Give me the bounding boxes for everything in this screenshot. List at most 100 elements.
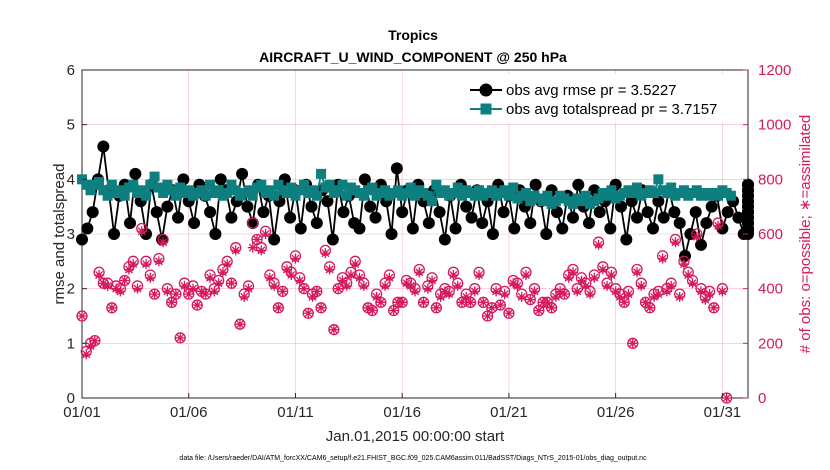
assimilated-point — [371, 291, 382, 302]
assimilated-point — [721, 393, 732, 403]
assimilated-point — [482, 311, 493, 321]
rmse-point — [742, 195, 754, 208]
y-tick-label-left: 0 — [67, 390, 75, 407]
y-tick-label-left: 6 — [67, 62, 75, 79]
spread-point — [281, 188, 292, 198]
spread-point — [606, 185, 617, 196]
assimilated-point — [217, 267, 228, 278]
assimilated-point — [98, 278, 109, 289]
assimilated-point — [572, 286, 583, 297]
assimilated-point — [627, 338, 638, 349]
assimilated-point — [128, 259, 139, 270]
assimilated-point — [196, 286, 207, 297]
spread-point — [653, 174, 664, 185]
rmse-point — [284, 211, 297, 224]
spread-point — [269, 190, 280, 201]
assimilated-point — [678, 259, 689, 270]
spread-point — [401, 188, 412, 198]
spread-point — [567, 198, 578, 209]
spread-point — [94, 177, 105, 188]
spread-point — [85, 185, 96, 196]
spread-point — [448, 188, 459, 198]
spread-point — [183, 185, 194, 196]
assimilated-point — [610, 286, 621, 297]
assimilated-point — [546, 302, 557, 313]
assimilated-point — [704, 289, 715, 300]
assimilated-point — [375, 297, 386, 308]
assimilated-point — [691, 231, 702, 242]
y-tick-label-left: 2 — [67, 281, 75, 298]
spread-point — [102, 190, 113, 201]
assimilated-point — [358, 280, 369, 291]
rmse-point — [150, 206, 163, 219]
assimilated-point — [162, 286, 173, 297]
rmse-point — [657, 211, 670, 224]
axis-ticks: 0 1 2 3 4 5 6 0 200 400 600 800 1000 1200 01/01 01/06 01… — [63, 62, 791, 421]
y-axis-label-left: rmse and totalspread — [51, 164, 68, 305]
rmse-point — [204, 206, 217, 219]
spread-point — [550, 196, 561, 207]
assimilated-point — [320, 248, 331, 259]
assimilated-point — [427, 275, 438, 286]
spread-point — [81, 179, 92, 190]
spread-point — [405, 182, 416, 193]
spread-point — [486, 185, 497, 196]
rmse-point — [449, 222, 462, 235]
assimilated-point — [269, 280, 280, 291]
assimilated-point — [461, 291, 472, 302]
rmse-point — [732, 211, 745, 224]
assimilated-point — [452, 280, 463, 291]
assimilated-point — [700, 294, 711, 305]
spread-point — [200, 190, 211, 201]
assimilated-point — [448, 270, 459, 280]
spread-point — [661, 188, 672, 198]
spread-point — [367, 182, 378, 193]
assimilated-point — [649, 291, 660, 302]
x-tick-label: 01/06 — [170, 404, 208, 421]
spread-point — [508, 182, 519, 193]
spread-point — [141, 190, 152, 201]
spread-point — [503, 190, 514, 201]
assimilated-point — [311, 286, 322, 297]
rmse-point — [326, 233, 339, 246]
assimilated-point — [439, 286, 450, 297]
spread-point — [713, 190, 724, 201]
assimilated-point — [606, 270, 617, 280]
spread-point — [632, 182, 642, 193]
x-tick-label: 01/21 — [490, 404, 528, 421]
assimilated-point — [94, 270, 105, 280]
assimilated-point — [264, 272, 275, 283]
assimilated-point — [405, 280, 416, 291]
rmse-point — [620, 233, 633, 246]
assimilated-point — [542, 297, 553, 308]
y-tick-label-left: 5 — [67, 117, 75, 134]
assimilated-point — [589, 272, 600, 283]
spread-point — [170, 190, 181, 201]
spread-point — [222, 188, 233, 198]
assimilated-point — [474, 270, 485, 280]
rmse-point — [742, 225, 754, 238]
spread-point — [627, 188, 638, 198]
spread-point — [678, 185, 689, 196]
assimilated-point — [465, 297, 476, 308]
spread-point — [256, 179, 267, 190]
spread-point — [226, 179, 237, 190]
rmse-point — [486, 228, 499, 240]
spread-point — [439, 185, 450, 196]
rmse-point — [188, 217, 201, 230]
y-axis-label-right: # of obs: o=possible; ∗=assimilated — [797, 115, 814, 354]
spread-point — [286, 182, 297, 193]
spread-point — [337, 179, 348, 190]
assimilated-point — [563, 272, 574, 283]
rmse-point — [625, 195, 638, 208]
assimilated-point — [260, 229, 271, 239]
x-tick-label: 01/16 — [383, 404, 421, 421]
y-tick-label-left: 4 — [67, 171, 75, 188]
assimilated-point — [717, 286, 728, 297]
assimilated-point — [290, 253, 301, 264]
assimilated-point — [397, 297, 408, 308]
spread-point — [602, 190, 613, 201]
assimilated-point — [234, 319, 245, 330]
assimilated-point — [149, 289, 160, 300]
assimilated-point — [333, 283, 344, 294]
